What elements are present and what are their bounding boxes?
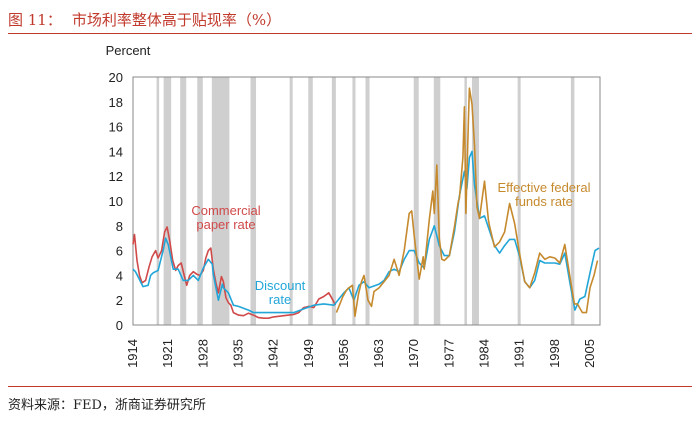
- recession-band: [365, 77, 370, 325]
- series-lines: [132, 87, 600, 319]
- commercial-paper-label-line2: paper rate: [196, 217, 255, 232]
- y-axis-ticks: 0 2 4 6 8 10 12 14 16 18 20: [109, 70, 123, 333]
- footer-rule: [8, 386, 692, 387]
- x-tick-label: 1984: [477, 339, 492, 368]
- recession-band: [471, 77, 479, 325]
- recession-band: [308, 77, 313, 325]
- x-axis-ticks: 1914 1921 1928 1935 1942 1949 1956 1963 1970 1977…: [125, 339, 597, 368]
- x-tick-label: 1935: [230, 339, 245, 368]
- x-tick-label: 1956: [336, 339, 351, 368]
- x-tick-label: 1942: [266, 339, 281, 368]
- header-rule: [8, 33, 692, 34]
- recession-band: [250, 77, 257, 325]
- y-tick-label: 2: [116, 293, 123, 308]
- recession-band: [197, 77, 203, 325]
- y-tick-label: 12: [109, 169, 123, 184]
- recession-band: [570, 77, 575, 325]
- recession-band: [180, 77, 187, 325]
- recession-band: [352, 77, 356, 325]
- y-axis-label: Percent: [106, 43, 151, 58]
- discount-rate-label-line2: rate: [269, 292, 291, 307]
- y-tick-label: 18: [109, 95, 123, 110]
- figure-title: 市场利率整体高于贴现率（%）: [71, 11, 282, 29]
- plot-area: [132, 76, 601, 326]
- recession-band: [211, 77, 230, 325]
- recession-band: [433, 77, 441, 325]
- fed-funds-label-line1: Effective federal: [498, 180, 591, 195]
- y-tick-label: 16: [109, 120, 123, 135]
- recession-band: [517, 77, 521, 325]
- y-tick-label: 20: [109, 70, 123, 85]
- x-tick-label: 1991: [512, 339, 527, 368]
- x-tick-label: 1970: [406, 339, 421, 368]
- recession-band: [331, 77, 336, 325]
- y-tick-label: 6: [116, 244, 123, 259]
- x-tick-label: 1949: [301, 339, 316, 368]
- source-note: 资料来源：FED，浙商证券研究所: [8, 398, 206, 413]
- y-tick-label: 4: [116, 268, 123, 283]
- x-tick-label: 1914: [125, 339, 140, 368]
- x-tick-label: 1963: [371, 339, 386, 368]
- recession-band: [163, 77, 172, 325]
- commercial-paper-label-line1: Commercial: [191, 203, 260, 218]
- x-tick-label: 2005: [582, 339, 597, 368]
- fed-funds-label-line2: funds rate: [515, 194, 573, 209]
- fed-funds-line: [335, 87, 599, 318]
- recession-band: [289, 77, 293, 325]
- recession-band: [156, 77, 160, 325]
- recession-shading: [156, 77, 575, 325]
- figure-header: 图 11： 市场利率整体高于贴现率（%）: [8, 9, 281, 30]
- x-tick-label: 1998: [547, 339, 562, 368]
- y-tick-label: 0: [116, 318, 123, 333]
- y-tick-label: 10: [109, 194, 123, 209]
- recession-band: [413, 77, 419, 325]
- x-tick-label: 1928: [195, 339, 210, 368]
- discount-rate-label-line1: Discount: [255, 278, 306, 293]
- x-tick-label: 1977: [441, 339, 456, 368]
- figure-number: 图 11：: [8, 11, 62, 29]
- x-tick-label: 1921: [160, 339, 175, 368]
- y-tick-label: 8: [116, 219, 123, 234]
- y-tick-label: 14: [109, 144, 123, 159]
- commercial-paper-line: [132, 226, 337, 319]
